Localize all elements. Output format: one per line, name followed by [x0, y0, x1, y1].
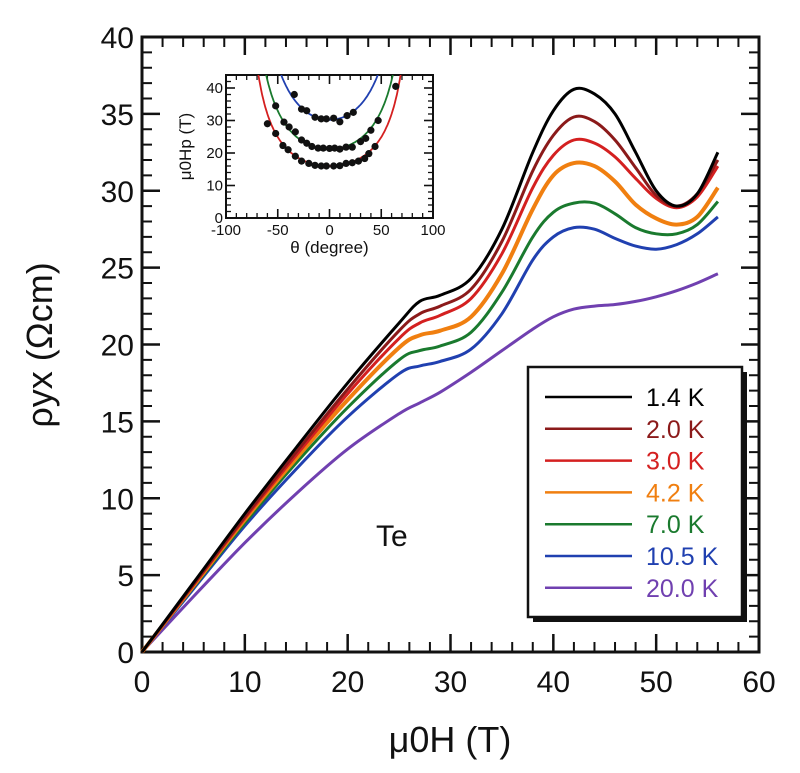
x-tick-label: 0: [134, 666, 151, 699]
inset-y-tick-label: 20: [206, 145, 223, 162]
inset-point: [285, 123, 293, 131]
inset-point: [361, 154, 369, 163]
inset-point: [342, 143, 350, 151]
inset-plot: -100 -50 0 50 100 0 10 20 30 40 θ (degree) μ0Hp (T): [176, 74, 446, 257]
legend-label: 20.0 K: [646, 575, 719, 603]
inset-y-tick-label: 10: [206, 178, 223, 195]
inset-point: [356, 138, 365, 146]
inset-point: [342, 159, 350, 167]
inset-point: [330, 114, 338, 122]
y-tick-label: 25: [101, 253, 134, 286]
inset-point: [263, 120, 271, 128]
inset-point: [280, 118, 288, 126]
inset-point: [362, 134, 370, 142]
inset-point: [314, 144, 322, 152]
annotation-te: Te: [376, 520, 408, 553]
inset-point: [330, 162, 338, 170]
inset-x-tick-label: -50: [267, 222, 289, 239]
inset-y-tick-label: 30: [206, 113, 223, 130]
inset-point: [284, 146, 292, 154]
y-tick-label: 10: [101, 483, 134, 516]
inset-point: [317, 115, 325, 123]
legend-label: 3.0 K: [646, 448, 705, 476]
y-tick-label: 35: [101, 99, 134, 132]
inset-point: [303, 107, 311, 115]
inset-point: [374, 116, 382, 125]
y-axis-title: ρyx (Ωcm): [19, 262, 60, 427]
inset-point: [325, 144, 334, 153]
x-tick-label: 10: [228, 666, 261, 699]
inset-x-axis-title: θ (degree): [290, 238, 368, 257]
inset-point: [336, 118, 344, 126]
inset-point: [343, 112, 351, 120]
y-tick-label: 15: [101, 406, 134, 439]
inset-point: [291, 128, 299, 136]
series-line-20-0-K: [140, 272, 719, 654]
inset-point: [322, 115, 330, 123]
inset-point: [308, 142, 316, 151]
inset-point: [319, 144, 327, 152]
inset-x-tick-label: 50: [373, 222, 390, 239]
inset-point: [367, 126, 375, 134]
legend-label: 10.5 K: [646, 543, 719, 571]
main-axes: 0 10 20 30 40 50 60 0 5 10 15 20 25 30 35 40: [101, 22, 776, 699]
series-line-10-5-K: [140, 215, 719, 653]
legend: 1.4 K 2.0 K 3.0 K 4.2 K 7.0 K 10.5 K 20.0 K: [526, 365, 747, 622]
inset-y-axis-title: μ0Hp (T): [176, 113, 195, 180]
inset-point: [297, 157, 306, 165]
inset-point: [279, 141, 287, 150]
inset-curves: [257, 75, 402, 170]
inset-point: [348, 159, 356, 167]
inset-point: [311, 113, 319, 121]
series-line-1-4-K: [140, 86, 720, 653]
inset-point: [365, 150, 373, 158]
x-tick-label: 40: [537, 666, 570, 699]
legend-label: 7.0 K: [646, 511, 705, 539]
inset-point: [336, 162, 344, 170]
y-tick-label: 40: [101, 22, 134, 55]
inset-point: [392, 82, 400, 90]
legend-label: 4.2 K: [646, 479, 705, 507]
inset-point: [297, 136, 306, 144]
inset-x-tick-label: 100: [420, 222, 445, 239]
series-line-4-2-K: [140, 160, 720, 654]
inset-x-tick-label: -100: [211, 222, 241, 239]
inset-point: [290, 90, 298, 99]
series-line-7-0-K: [140, 200, 720, 653]
x-tick-label: 20: [331, 666, 364, 699]
series-line-3-0-K: [140, 137, 720, 653]
inset-point: [311, 161, 319, 169]
inset-point: [272, 129, 280, 138]
inset-x-tick-label: 0: [325, 222, 333, 239]
x-tick-label: 50: [639, 666, 672, 699]
x-axis-title: μ0H (T): [389, 719, 512, 760]
x-tick-label: 60: [742, 666, 775, 699]
inset-point: [291, 152, 299, 160]
y-tick-label: 20: [101, 330, 134, 363]
legend-label: 2.0 K: [646, 416, 705, 444]
inset-point: [348, 143, 356, 151]
main-series: [140, 86, 720, 654]
y-tick-label: 0: [117, 637, 134, 670]
inset-point: [371, 142, 379, 151]
inset-point: [272, 102, 280, 110]
inset-point: [305, 159, 313, 167]
x-tick-label: 30: [434, 666, 467, 699]
y-tick-label: 5: [117, 560, 134, 593]
series-line-2-0-K: [140, 114, 720, 653]
legend-label: 1.4 K: [646, 384, 705, 412]
inset-point: [349, 108, 357, 116]
inset-y-tick-label: 0: [215, 210, 223, 227]
inset-point: [317, 162, 325, 170]
inset-point: [303, 139, 311, 147]
inset-point: [336, 145, 344, 153]
y-tick-label: 30: [101, 176, 134, 209]
inset-point: [322, 162, 330, 170]
inset-point: [354, 157, 363, 165]
inset-y-tick-label: 40: [206, 80, 223, 97]
